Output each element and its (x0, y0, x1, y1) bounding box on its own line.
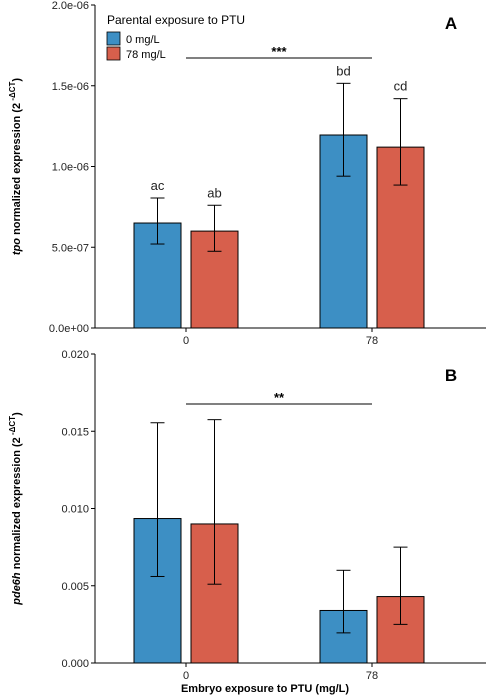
panel-b-y-tick-label: 0.015 (61, 426, 89, 438)
panel-a-y-tick-label: 5.0e-07 (52, 242, 89, 254)
panel-a-y-label-text: normalized expression (2 (11, 103, 23, 238)
panel-b-panel-label: B (445, 366, 457, 385)
panel-a-y-tick-label: 1.0e-06 (52, 162, 89, 174)
panel-b-y-tick-label: 0.020 (61, 349, 89, 361)
panel-a-panel-label: A (445, 14, 457, 33)
x-axis-label: Embryo exposure to PTU (mg/L) (181, 683, 349, 695)
panel-b-significance-stars: ** (274, 390, 285, 405)
panel-b-x-tick-label: 0 (183, 670, 189, 682)
panel-b-y-tick-label: 0.000 (61, 658, 89, 670)
panel-b-y-label-close: ) (11, 412, 23, 416)
panel-a-significance-stars: *** (271, 44, 287, 59)
panel-b-y-tick-label: 0.010 (61, 504, 89, 516)
panel-a-y-label-close: ) (11, 78, 23, 82)
legend-swatch (106, 46, 121, 61)
panel-a-y-tick-label: 1.5e-06 (52, 81, 89, 93)
panel-a-y-label-superscript: -ΔCT (8, 81, 17, 102)
legend: Parental exposure to PTU 0 mg/L 78 mg/L (106, 13, 245, 61)
panel-b-y-label-gene: pde6h (11, 572, 23, 606)
legend-entry-label: 78 mg/L (126, 49, 166, 61)
panel-a-x-tick-label: 78 (366, 335, 378, 347)
legend-entry-label: 0 mg/L (126, 34, 160, 46)
panel-b-y-tick-label: 0.005 (61, 581, 89, 593)
panel-a-group-letter: ac (151, 178, 165, 193)
legend-title: Parental exposure to PTU (107, 13, 245, 27)
panel-b-x-tick-label: 78 (366, 670, 378, 682)
panel-a-y-label-gene: tpo (11, 238, 23, 255)
panel-b-y-label-superscript: -ΔCT (8, 416, 17, 437)
panel-a-group-letter: cd (394, 79, 408, 94)
panel-a-chart: 0.0e+00 5.0e-07 1.0e-06 1.5e-06 2.0e-06 0 78 ac… (8, 0, 486, 347)
legend-swatch (106, 31, 121, 46)
panel-b-y-axis-label: pde6h normalized expression (2 -ΔCT) (8, 412, 23, 606)
panel-a-x-tick-label: 0 (183, 335, 189, 347)
panel-a-group-letter: bd (336, 63, 350, 78)
panel-b-y-label-text: normalized expression (2 (11, 437, 23, 572)
panel-a-y-axis-label: tpo normalized expression (2 -ΔCT) (8, 78, 23, 256)
panel-a-group-letter: ab (207, 185, 221, 200)
panel-a-y-tick-label: 2.0e-06 (52, 0, 89, 12)
panel-a-y-tick-label: 0.0e+00 (49, 323, 89, 335)
